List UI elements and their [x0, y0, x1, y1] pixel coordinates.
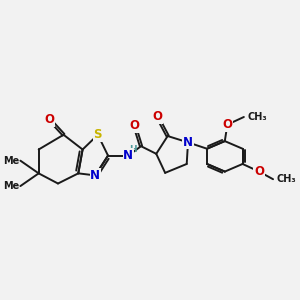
Text: CH₃: CH₃	[248, 112, 267, 122]
Text: O: O	[152, 110, 163, 124]
Text: N: N	[123, 149, 133, 162]
Text: H: H	[129, 146, 137, 154]
Text: N: N	[90, 169, 100, 182]
Text: O: O	[254, 165, 264, 178]
Text: O: O	[45, 113, 55, 126]
Text: S: S	[94, 128, 102, 141]
Text: Me: Me	[3, 156, 19, 166]
Text: O: O	[130, 119, 140, 132]
Text: CH₃: CH₃	[277, 174, 296, 184]
Text: O: O	[222, 118, 232, 131]
Text: N: N	[183, 136, 193, 149]
Text: Me: Me	[3, 181, 19, 191]
